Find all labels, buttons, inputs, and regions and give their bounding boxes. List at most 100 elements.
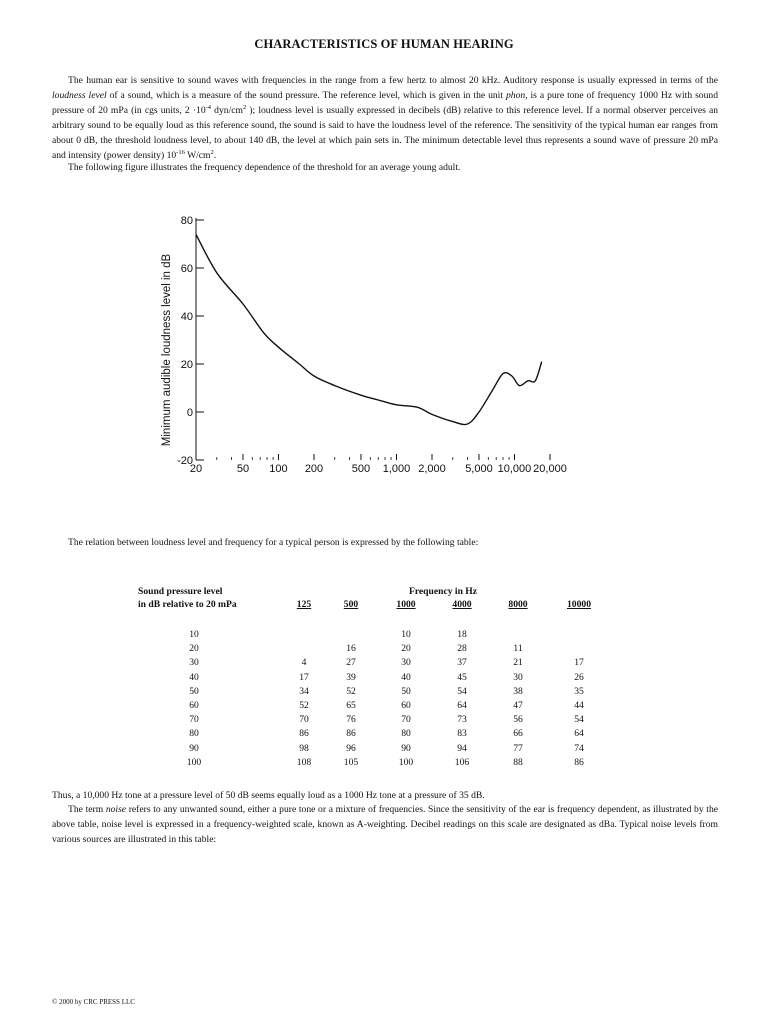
y-tick-label: -20 [177, 455, 193, 467]
table-value-cell: 35 [574, 685, 584, 697]
y-tick-label: 20 [181, 359, 193, 371]
table-value-cell: 50 [401, 685, 411, 697]
table-value-cell: 98 [299, 742, 309, 754]
x-tick-label: 100 [269, 463, 287, 475]
table-value-cell: 106 [454, 756, 470, 768]
table-value-cell: 47 [513, 700, 523, 711]
table-level-cell: 40 [189, 671, 199, 683]
table-conclusion-paragraph: Thus, a 10,000 Hz tone at a pressure lev… [52, 790, 485, 801]
table-value-cell: 17 [299, 671, 309, 683]
table-value-cell: 28 [457, 643, 467, 655]
table-value-cell: 86 [574, 756, 584, 768]
table-value-cell: 30 [401, 657, 411, 669]
x-tick-label: 20 [190, 463, 202, 475]
table-value-cell: 45 [457, 671, 467, 683]
page-title: CHARACTERISTICS OF HUMAN HEARING [254, 37, 514, 51]
table-value-cell: 4 [301, 657, 307, 669]
table-column-header: 4000 [452, 599, 472, 610]
table-value-cell: 44 [574, 700, 584, 711]
table-value-cell: 26 [574, 671, 584, 683]
table-value-cell: 65 [346, 700, 356, 711]
table-value-cell: 77 [513, 742, 523, 754]
table-value-cell: 52 [299, 700, 309, 711]
table-value-cell: 20 [401, 643, 411, 655]
x-tick-label: 200 [305, 463, 323, 475]
table-level-cell: 30 [189, 657, 199, 669]
table-value-cell: 105 [343, 756, 359, 768]
table-value-cell: 52 [346, 685, 356, 697]
table-row-header: Sound pressure level [138, 586, 223, 597]
x-tick-label: 2,000 [418, 463, 446, 475]
table-value-cell: 60 [401, 700, 411, 711]
table-value-cell: 76 [346, 714, 356, 726]
y-tick-label: 60 [181, 263, 193, 275]
table-column-header: 8000 [508, 599, 528, 610]
table-value-cell: 74 [574, 742, 584, 754]
table-value-cell: 70 [401, 714, 411, 726]
table-value-cell: 27 [346, 657, 356, 669]
table-level-cell: 100 [186, 756, 202, 768]
table-level-cell: 70 [189, 714, 199, 726]
table-value-cell: 80 [401, 728, 411, 740]
y-tick-label: 0 [187, 407, 193, 419]
table-level-cell: 90 [189, 742, 199, 754]
table-value-cell: 54 [574, 714, 584, 726]
table-column-header: 1000 [396, 599, 416, 610]
table-value-cell: 108 [296, 756, 312, 768]
table-value-cell: 39 [346, 671, 356, 683]
table-value-cell: 66 [513, 728, 523, 740]
table-value-cell: 18 [457, 629, 467, 640]
figure-intro-paragraph: The following figure illustrates the fre… [68, 162, 461, 173]
table-value-cell: 10 [401, 629, 411, 640]
table-level-cell: 60 [189, 700, 199, 711]
table-value-cell: 88 [513, 756, 523, 768]
table-value-cell: 86 [299, 728, 309, 740]
threshold-curve [195, 234, 543, 426]
intro-paragraph: The human ear is sensitive to sound wave… [52, 75, 718, 161]
table-value-cell: 38 [513, 685, 523, 697]
table-group-header: Frequency in Hz [408, 586, 478, 597]
table-row-header: in dB relative to 20 mPa [138, 599, 237, 610]
table-level-cell: 80 [189, 728, 199, 740]
x-tick-label: 10,000 [498, 463, 532, 475]
table-value-cell: 73 [457, 714, 467, 726]
y-tick-label: 80 [181, 215, 193, 227]
noise-paragraph: The term noise refers to any unwanted so… [52, 804, 718, 845]
table-column-header: 10000 [567, 599, 591, 610]
table-value-cell: 94 [457, 742, 467, 754]
table-value-cell: 34 [299, 685, 309, 697]
x-tick-label: 50 [237, 463, 249, 475]
table-value-cell: 56 [513, 714, 523, 726]
table-value-cell: 100 [398, 756, 414, 768]
table-value-cell: 17 [574, 657, 584, 669]
x-tick-label: 20,000 [533, 463, 567, 475]
table-column-header: 500 [343, 599, 359, 610]
table-level-cell: 10 [189, 629, 199, 640]
x-tick-label: 5,000 [465, 463, 493, 475]
copyright-footer: © 2000 by CRC PRESS LLC [52, 998, 135, 1006]
table-value-cell: 64 [574, 728, 584, 740]
table-value-cell: 37 [457, 657, 467, 669]
table-intro-paragraph: The relation between loudness level and … [68, 537, 479, 548]
table-level-cell: 20 [189, 643, 199, 655]
table-column-header: 125 [296, 599, 312, 610]
table-level-cell: 50 [189, 685, 199, 697]
table-value-cell: 83 [457, 728, 467, 740]
table-value-cell: 86 [346, 728, 356, 740]
table-value-cell: 30 [513, 671, 523, 683]
table-value-cell: 16 [346, 643, 356, 655]
x-tick-label: 500 [352, 463, 370, 475]
x-tick-label: 1,000 [383, 463, 411, 475]
y-axis-label: Minimum audible loudness level in dB [161, 253, 173, 446]
table-value-cell: 54 [457, 685, 467, 697]
y-tick-label: 40 [181, 311, 193, 323]
table-value-cell: 11 [513, 643, 523, 655]
table-value-cell: 64 [457, 700, 467, 711]
table-value-cell: 40 [401, 671, 411, 683]
table-value-cell: 70 [299, 714, 309, 726]
table-value-cell: 90 [401, 742, 411, 754]
table-value-cell: 96 [346, 742, 356, 754]
table-value-cell: 21 [513, 657, 523, 669]
